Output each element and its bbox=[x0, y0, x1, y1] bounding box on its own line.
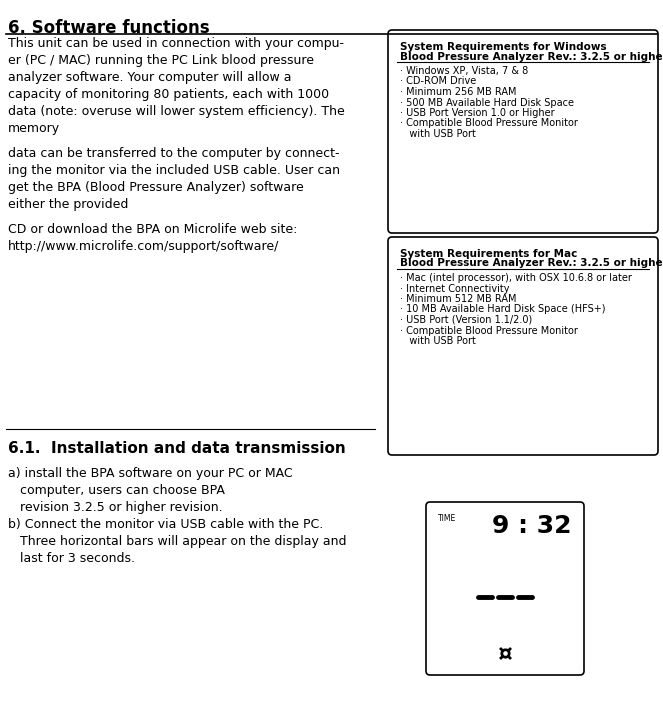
Text: · Compatible Blood Pressure Monitor: · Compatible Blood Pressure Monitor bbox=[400, 119, 578, 129]
Text: 6.1.  Installation and data transmission: 6.1. Installation and data transmission bbox=[8, 441, 345, 456]
Text: capacity of monitoring 80 patients, each with 1000: capacity of monitoring 80 patients, each… bbox=[8, 88, 329, 101]
Text: data (note: overuse will lower system efficiency). The: data (note: overuse will lower system ef… bbox=[8, 105, 345, 118]
Text: with USB Port: with USB Port bbox=[400, 336, 476, 346]
Text: 9 : 32: 9 : 32 bbox=[493, 514, 572, 538]
Text: b) Connect the monitor via USB cable with the PC.: b) Connect the monitor via USB cable wit… bbox=[8, 518, 324, 531]
Text: · CD-ROM Drive: · CD-ROM Drive bbox=[400, 76, 476, 86]
Text: TIME: TIME bbox=[438, 514, 456, 523]
Text: revision 3.2.5 or higher revision.: revision 3.2.5 or higher revision. bbox=[8, 501, 223, 514]
Text: computer, users can choose BPA: computer, users can choose BPA bbox=[8, 484, 225, 497]
Text: · Windows XP, Vista, 7 & 8: · Windows XP, Vista, 7 & 8 bbox=[400, 66, 528, 76]
Text: This unit can be used in connection with your compu-: This unit can be used in connection with… bbox=[8, 37, 344, 50]
Text: get the BPA (Blood Pressure Analyzer) software: get the BPA (Blood Pressure Analyzer) so… bbox=[8, 181, 304, 194]
Text: · 500 MB Available Hard Disk Space: · 500 MB Available Hard Disk Space bbox=[400, 98, 574, 108]
Text: · USB Port Version 1.0 or Higher: · USB Port Version 1.0 or Higher bbox=[400, 108, 555, 118]
Text: er (PC / MAC) running the PC Link blood pressure: er (PC / MAC) running the PC Link blood … bbox=[8, 54, 314, 67]
Text: a) install the BPA software on your PC or MAC: a) install the BPA software on your PC o… bbox=[8, 467, 292, 480]
Text: with USB Port: with USB Port bbox=[400, 129, 476, 139]
Text: http://www.microlife.com/support/software/: http://www.microlife.com/support/softwar… bbox=[8, 240, 279, 253]
Text: Blood Pressure Analyzer Rev.: 3.2.5 or higher: Blood Pressure Analyzer Rev.: 3.2.5 or h… bbox=[400, 259, 663, 268]
Text: Blood Pressure Analyzer Rev.: 3.2.5 or higher: Blood Pressure Analyzer Rev.: 3.2.5 or h… bbox=[400, 52, 663, 62]
Text: · 10 MB Available Hard Disk Space (HFS+): · 10 MB Available Hard Disk Space (HFS+) bbox=[400, 305, 605, 314]
FancyBboxPatch shape bbox=[388, 30, 658, 233]
Text: System Requirements for Mac: System Requirements for Mac bbox=[400, 249, 577, 259]
FancyBboxPatch shape bbox=[426, 502, 584, 675]
Text: last for 3 seconds.: last for 3 seconds. bbox=[8, 552, 135, 565]
Text: · Mac (intel processor), with OSX 10.6.8 or later: · Mac (intel processor), with OSX 10.6.8… bbox=[400, 273, 632, 283]
Text: 6. Software functions: 6. Software functions bbox=[8, 19, 210, 37]
Text: · USB Port (Version 1.1/2.0): · USB Port (Version 1.1/2.0) bbox=[400, 315, 532, 325]
Text: · Compatible Blood Pressure Monitor: · Compatible Blood Pressure Monitor bbox=[400, 326, 578, 336]
Text: · Minimum 512 MB RAM: · Minimum 512 MB RAM bbox=[400, 294, 516, 304]
Text: · Internet Connectivity: · Internet Connectivity bbox=[400, 283, 509, 293]
Text: CD or download the BPA on Microlife web site:: CD or download the BPA on Microlife web … bbox=[8, 223, 298, 236]
Text: System Requirements for Windows: System Requirements for Windows bbox=[400, 42, 607, 52]
Text: either the provided: either the provided bbox=[8, 198, 129, 211]
FancyBboxPatch shape bbox=[388, 237, 658, 455]
Text: · Minimum 256 MB RAM: · Minimum 256 MB RAM bbox=[400, 87, 516, 97]
Text: ing the monitor via the included USB cable. User can: ing the monitor via the included USB cab… bbox=[8, 164, 340, 177]
Text: data can be transferred to the computer by connect-: data can be transferred to the computer … bbox=[8, 147, 339, 160]
Text: Three horizontal bars will appear on the display and: Three horizontal bars will appear on the… bbox=[8, 535, 347, 548]
Text: memory: memory bbox=[8, 122, 60, 135]
Text: analyzer software. Your computer will allow a: analyzer software. Your computer will al… bbox=[8, 71, 292, 84]
